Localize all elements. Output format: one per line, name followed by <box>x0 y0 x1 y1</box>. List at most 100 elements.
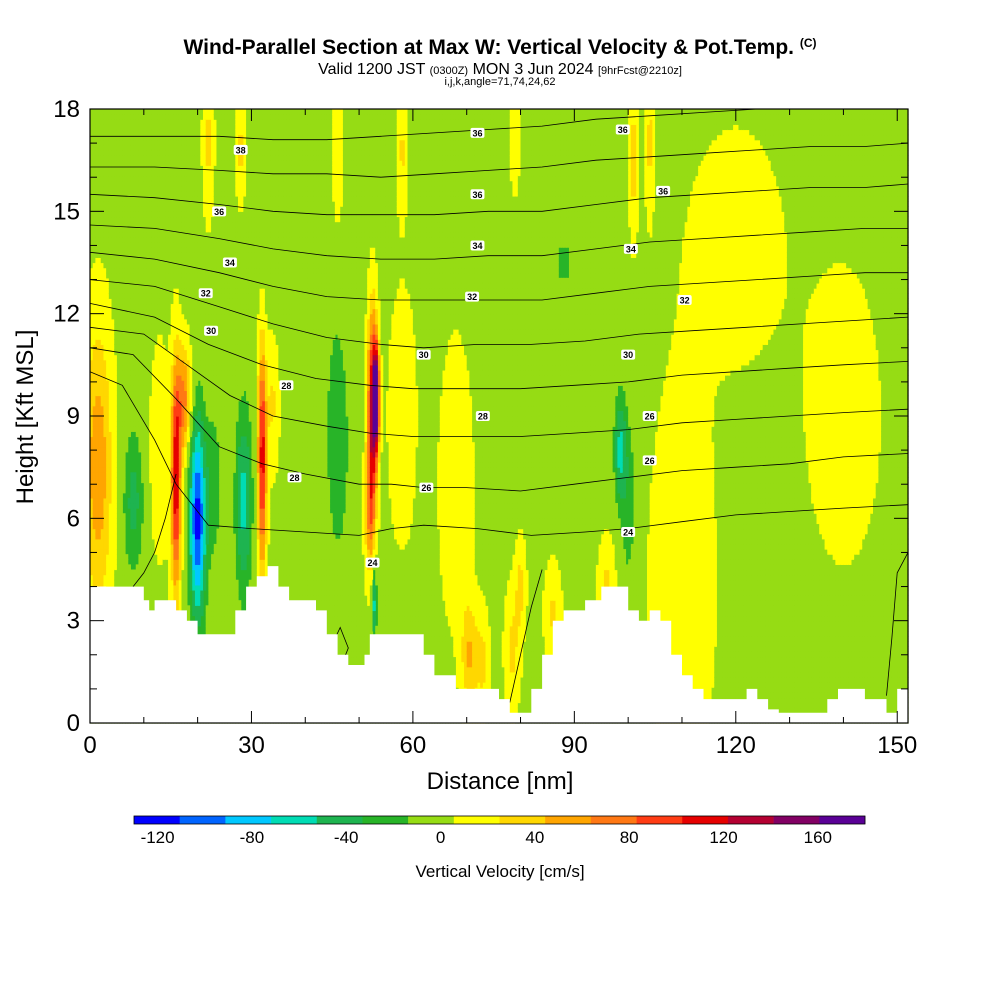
velocity-cell <box>130 477 134 484</box>
velocity-cell <box>143 467 148 473</box>
velocity-cell <box>130 410 134 417</box>
velocity-cell <box>103 313 107 320</box>
velocity-cell <box>149 134 153 141</box>
velocity-cell <box>122 134 126 141</box>
velocity-cell <box>95 446 99 453</box>
velocity-cell <box>116 185 121 192</box>
velocity-cell <box>124 201 129 207</box>
velocity-cell <box>119 410 123 417</box>
velocity-cell <box>151 405 156 412</box>
velocity-cell <box>133 231 137 238</box>
velocity-cell <box>157 323 161 330</box>
velocity-cell <box>157 359 161 366</box>
velocity-cell <box>154 497 158 504</box>
velocity-cell <box>108 242 113 248</box>
velocity-cell <box>146 513 150 519</box>
velocity-cell <box>146 385 150 392</box>
velocity-cell <box>154 288 158 294</box>
velocity-cell <box>114 400 118 407</box>
velocity-cell <box>114 288 118 294</box>
velocity-cell <box>100 282 105 289</box>
velocity-cell <box>138 155 142 161</box>
velocity-cell <box>95 236 99 243</box>
velocity-cell <box>151 513 156 519</box>
velocity-cell <box>100 579 105 586</box>
velocity-cell <box>127 206 131 212</box>
velocity-cell <box>133 195 137 202</box>
velocity-cell <box>90 416 94 422</box>
velocity-cell <box>92 462 96 468</box>
velocity-cell <box>95 390 99 397</box>
velocity-cell <box>111 395 115 402</box>
velocity-cell <box>157 492 161 499</box>
velocity-cell <box>138 564 142 571</box>
velocity-cell <box>108 288 113 294</box>
velocity-cell <box>122 564 126 571</box>
velocity-cell <box>111 369 115 376</box>
velocity-cell <box>103 431 107 438</box>
velocity-cell <box>114 175 118 182</box>
velocity-cell <box>103 216 107 223</box>
velocity-cell <box>127 160 131 166</box>
velocity-cell <box>116 385 121 392</box>
velocity-cell <box>127 149 131 156</box>
velocity-cell <box>154 267 158 274</box>
velocity-cell <box>135 574 140 581</box>
velocity-cell <box>141 282 145 289</box>
velocity-cell <box>151 543 156 550</box>
velocity-cell <box>92 410 96 417</box>
velocity-cell <box>98 369 102 376</box>
velocity-cell <box>90 262 94 269</box>
velocity-cell <box>154 564 158 571</box>
velocity-cell <box>114 441 118 448</box>
velocity-cell <box>111 574 115 581</box>
velocity-cell <box>130 400 134 407</box>
velocity-cell <box>103 518 107 525</box>
velocity-cell <box>146 349 150 356</box>
velocity-cell <box>114 385 118 392</box>
velocity-cell <box>95 211 99 218</box>
velocity-cell <box>143 288 148 294</box>
velocity-cell <box>98 431 102 438</box>
velocity-cell <box>130 160 134 166</box>
velocity-cell <box>114 538 118 545</box>
velocity-cell <box>203 569 207 576</box>
velocity-cell <box>135 277 140 284</box>
velocity-cell <box>90 538 94 545</box>
velocity-cell <box>203 543 207 550</box>
velocity-cell <box>106 155 110 161</box>
velocity-cell <box>154 487 158 494</box>
velocity-cell <box>146 502 150 509</box>
velocity-cell <box>108 554 113 560</box>
velocity-cell <box>146 267 150 274</box>
velocity-cell <box>157 554 161 560</box>
velocity-cell <box>157 431 161 438</box>
velocity-cell <box>111 288 115 294</box>
velocity-cell <box>114 124 118 131</box>
velocity-cell <box>95 134 99 141</box>
velocity-cell <box>143 446 148 453</box>
velocity-cell <box>106 303 110 310</box>
velocity-cell <box>108 349 113 356</box>
velocity-cell <box>205 508 209 514</box>
velocity-cell <box>151 236 156 243</box>
velocity-cell <box>103 574 107 581</box>
velocity-cell <box>122 267 126 274</box>
velocity-cell <box>108 543 113 550</box>
velocity-cell <box>100 201 105 207</box>
velocity-cell <box>141 236 145 243</box>
velocity-cell <box>98 508 102 514</box>
velocity-cell <box>95 472 99 478</box>
velocity-cell <box>114 380 118 386</box>
velocity-cell <box>133 334 137 340</box>
velocity-cell <box>151 416 156 422</box>
velocity-cell <box>98 236 102 243</box>
velocity-cell <box>119 277 123 284</box>
velocity-cell <box>143 395 148 402</box>
velocity-cell <box>135 579 140 586</box>
velocity-cell <box>114 262 118 269</box>
velocity-cell <box>127 195 131 202</box>
velocity-cell <box>103 410 107 417</box>
velocity-cell <box>114 518 118 525</box>
velocity-cell <box>203 579 207 586</box>
